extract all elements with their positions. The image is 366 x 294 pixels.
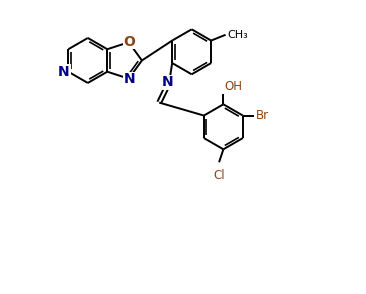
Text: Br: Br xyxy=(256,109,269,122)
Text: Cl: Cl xyxy=(213,170,225,183)
Text: N: N xyxy=(123,72,135,86)
Text: O: O xyxy=(123,35,135,49)
Text: CH₃: CH₃ xyxy=(227,30,248,40)
Text: OH: OH xyxy=(225,80,243,93)
Text: N: N xyxy=(162,75,173,89)
Text: N: N xyxy=(58,65,70,79)
